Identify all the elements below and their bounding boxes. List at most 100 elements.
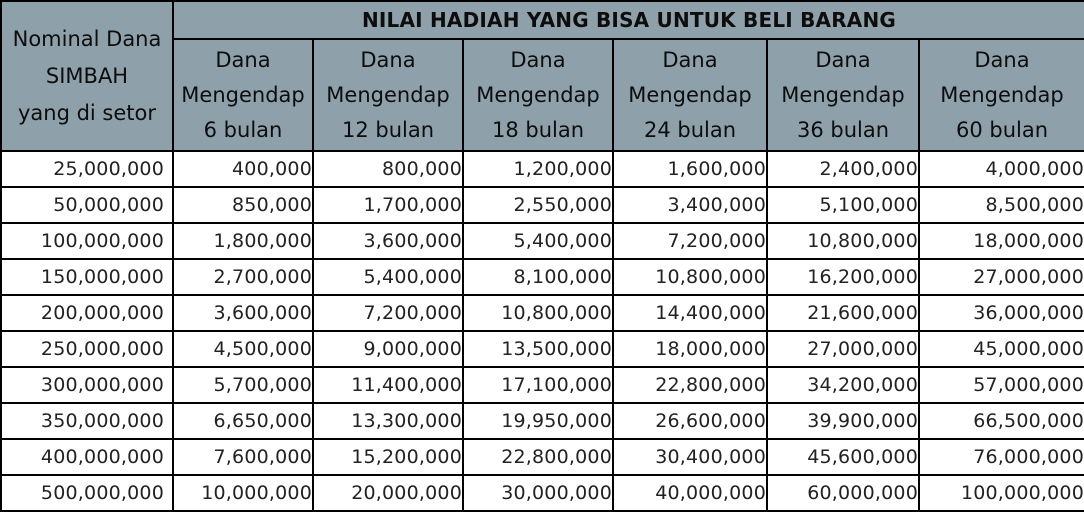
table-row: 400,000,000 7,600,000 15,200,000 22,800,000… [0, 438, 1084, 476]
table-row: 200,000,000 3,600,000 7,200,000 10,800,000 1… [0, 294, 1084, 332]
prize-value-cell: 10,800,000 [462, 294, 614, 332]
period-header-line: Mengendap [940, 82, 1064, 107]
period-column-header: Dana Mengendap 18 bulan [462, 38, 614, 152]
prize-value-cell: 40,000,000 [612, 474, 768, 512]
prize-value-cell: 45,000,000 [917, 330, 1084, 368]
header-row-columns: Dana Mengendap 6 bulan Dana Mengendap 12 bula… [1, 38, 1084, 152]
prize-value-cell: 9,000,000 [312, 330, 464, 368]
prize-value-cell: 45,600,000 [766, 438, 920, 476]
nominal-cell: 200,000,000 [0, 294, 174, 332]
prize-value-cell: 36,000,000 [917, 294, 1084, 332]
prize-value-cell: 30,000,000 [462, 474, 614, 512]
prize-value-cell: 5,700,000 [172, 366, 314, 404]
prize-value-cell: 26,600,000 [612, 402, 768, 440]
table-row: 25,000,000 400,000 800,000 1,200,000 1,600,0… [0, 150, 1084, 188]
prize-value-cell: 7,200,000 [312, 294, 464, 332]
table-row: 350,000,000 6,650,000 13,300,000 19,950,000… [0, 402, 1084, 440]
prize-value-cell: 800,000 [312, 150, 464, 188]
period-header-line: Mengendap [628, 82, 752, 107]
period-header-line: Dana [215, 47, 271, 72]
prize-value-cell: 2,400,000 [766, 150, 920, 188]
period-header-line: Dana [662, 47, 718, 72]
prize-value-cell: 22,800,000 [462, 438, 614, 476]
nominal-cell: 500,000,000 [0, 474, 174, 512]
prize-value-cell: 18,000,000 [917, 222, 1084, 260]
nominal-cell: 400,000,000 [0, 438, 174, 476]
period-header-line: Mengendap [476, 82, 600, 107]
period-header-line: Mengendap [181, 82, 305, 107]
prize-value-cell: 10,800,000 [612, 258, 768, 296]
prize-value-cell: 1,200,000 [462, 150, 614, 188]
period-header-line: 36 bulan [796, 117, 890, 142]
period-column-header: Dana Mengendap 60 bulan [917, 38, 1084, 152]
prize-value-cell: 8,500,000 [917, 186, 1084, 224]
nominal-cell: 25,000,000 [0, 150, 174, 188]
prize-value-cell: 60,000,000 [766, 474, 920, 512]
table-row: 500,000,000 10,000,000 20,000,000 30,000,00… [0, 474, 1084, 512]
prize-value-cell: 34,200,000 [766, 366, 920, 404]
nominal-cell: 150,000,000 [0, 258, 174, 296]
table-row: 100,000,000 1,800,000 3,600,000 5,400,000 7,… [0, 222, 1084, 260]
prize-value-cell: 13,300,000 [312, 402, 464, 440]
prize-value-cell: 11,400,000 [312, 366, 464, 404]
prize-value-cell: 850,000 [172, 186, 314, 224]
prize-value-cell: 10,800,000 [766, 222, 920, 260]
prize-value-cell: 20,000,000 [312, 474, 464, 512]
prize-value-cell: 6,650,000 [172, 402, 314, 440]
period-header-line: 60 bulan [955, 117, 1049, 142]
header-row-top: Nominal Dana SIMBAH yang di setor NILAI … [0, 0, 1084, 152]
period-header-line: 18 bulan [491, 117, 585, 142]
period-header-line: 12 bulan [341, 117, 435, 142]
table-row: 250,000,000 4,500,000 9,000,000 13,500,000 1… [0, 330, 1084, 368]
prize-value-cell: 2,550,000 [462, 186, 614, 224]
period-header-line: Dana [510, 47, 566, 72]
period-header-line: Mengendap [326, 82, 450, 107]
prize-value-cell: 76,000,000 [917, 438, 1084, 476]
nominal-header-line: yang di setor [17, 100, 157, 125]
prize-value-cell: 17,100,000 [462, 366, 614, 404]
prize-value-cell: 14,400,000 [612, 294, 768, 332]
table-body: 25,000,000 400,000 800,000 1,200,000 1,600,0… [0, 150, 1084, 512]
prize-value-cell: 8,100,000 [462, 258, 614, 296]
period-header-line: 24 bulan [643, 117, 737, 142]
table-row: 300,000,000 5,700,000 11,400,000 17,100,000… [0, 366, 1084, 404]
nominal-cell: 50,000,000 [0, 186, 174, 224]
prize-value-cell: 7,200,000 [612, 222, 768, 260]
prize-value-cell: 21,600,000 [766, 294, 920, 332]
period-column-header: Dana Mengendap 6 bulan [172, 38, 314, 152]
prize-value-cell: 2,700,000 [172, 258, 314, 296]
prize-value-cell: 4,000,000 [917, 150, 1084, 188]
prize-value-cell: 19,950,000 [462, 402, 614, 440]
prize-value-cell: 1,600,000 [612, 150, 768, 188]
prize-value-cell: 27,000,000 [766, 330, 920, 368]
prize-value-cell: 15,200,000 [312, 438, 464, 476]
nominal-header-line: SIMBAH [45, 63, 129, 88]
period-header-line: 6 bulan [203, 117, 283, 142]
prize-value-cell: 66,500,000 [917, 402, 1084, 440]
period-header-line: Dana [974, 47, 1030, 72]
period-column-header: Dana Mengendap 12 bulan [312, 38, 464, 152]
prize-value-cell: 57,000,000 [917, 366, 1084, 404]
prize-value-cell: 3,600,000 [172, 294, 314, 332]
prize-value-cell: 100,000,000 [917, 474, 1084, 512]
nominal-column-header: Nominal Dana SIMBAH yang di setor [0, 0, 174, 152]
prize-value-cell: 5,400,000 [312, 258, 464, 296]
nominal-header-line: Nominal Dana [12, 26, 162, 51]
period-header-line: Dana [815, 47, 871, 72]
period-column-header: Dana Mengendap 36 bulan [766, 38, 920, 152]
prize-table: Nominal Dana SIMBAH yang di setor NILAI … [0, 0, 1084, 512]
period-column-header: Dana Mengendap 24 bulan [612, 38, 768, 152]
nominal-cell: 350,000,000 [0, 402, 174, 440]
period-header-line: Dana [360, 47, 416, 72]
table-row: 50,000,000 850,000 1,700,000 2,550,000 3,400… [0, 186, 1084, 224]
table-header: Nominal Dana SIMBAH yang di setor NILAI … [0, 0, 1084, 152]
prize-value-cell: 7,600,000 [172, 438, 314, 476]
prize-value-cell: 10,000,000 [172, 474, 314, 512]
prize-value-cell: 13,500,000 [462, 330, 614, 368]
prize-value-cell: 30,400,000 [612, 438, 768, 476]
prize-value-cell: 1,700,000 [312, 186, 464, 224]
prize-value-cell: 3,400,000 [612, 186, 768, 224]
prize-value-cell: 18,000,000 [612, 330, 768, 368]
prize-value-cell: 16,200,000 [766, 258, 920, 296]
